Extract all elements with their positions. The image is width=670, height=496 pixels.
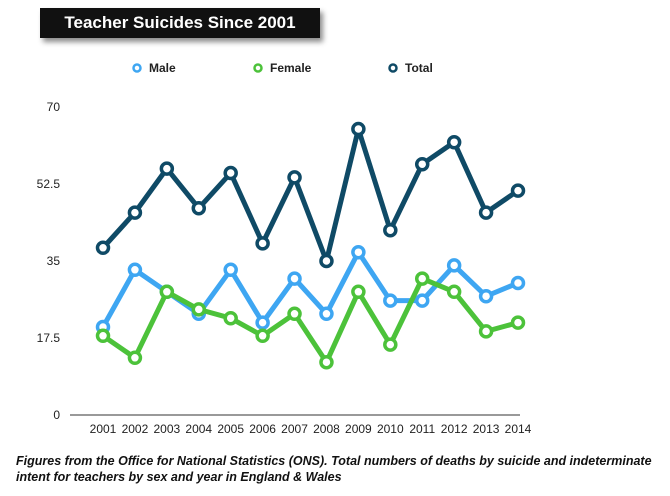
x-tick-label: 2007 <box>281 422 308 436</box>
x-tick-label: 2010 <box>377 422 404 436</box>
legend-marker <box>132 63 142 73</box>
y-tick-label: 35 <box>47 254 61 268</box>
data-point-female <box>414 271 430 286</box>
x-tick-label: 2014 <box>505 422 532 436</box>
x-tick-label: 2002 <box>122 422 149 436</box>
data-point-male <box>287 271 302 286</box>
x-tick-label: 2001 <box>90 422 117 436</box>
data-point-total <box>159 161 175 176</box>
x-tick-label: 2006 <box>249 422 276 436</box>
legend-entry: Male <box>149 61 176 75</box>
data-point-female <box>478 324 494 339</box>
data-point-total <box>414 156 430 172</box>
data-point-female <box>95 328 111 344</box>
y-tick-label: 0 <box>53 408 60 422</box>
chart-caption: Figures from the Office for National Sta… <box>16 454 652 484</box>
data-point-total <box>319 253 334 269</box>
legend-marker <box>388 63 398 73</box>
x-tick-label: 2009 <box>345 422 372 436</box>
y-tick-label: 17.5 <box>37 331 61 345</box>
data-point-male <box>414 293 430 308</box>
line-chart: 0 17.5 35 52.5 70 2001 2002 2003 2004 2005 2006 200… <box>37 61 532 436</box>
data-point-male <box>351 244 366 260</box>
data-point-male <box>255 315 270 330</box>
x-tick-label: 2011 <box>409 422 435 436</box>
data-point-female <box>159 284 175 300</box>
data-point-total <box>510 183 526 198</box>
data-point-female <box>510 315 526 330</box>
data-point-total <box>446 134 462 150</box>
legend-entry: Total <box>405 61 433 75</box>
y-tick-label: 70 <box>47 100 61 114</box>
y-tick-label: 52.5 <box>37 177 61 191</box>
data-point-female <box>383 337 398 352</box>
data-point-female <box>191 302 207 317</box>
legend-marker <box>253 63 263 73</box>
data-point-total <box>351 121 366 137</box>
x-tick-label: 2008 <box>313 422 340 436</box>
data-point-male <box>127 262 143 278</box>
data-point-female <box>446 284 462 300</box>
data-point-total <box>95 240 111 256</box>
x-tick-label: 2012 <box>441 422 468 436</box>
data-point-female <box>351 284 366 300</box>
data-point-total <box>255 236 270 251</box>
data-point-total <box>223 165 238 181</box>
chart-title: Teacher Suicides Since 2001 <box>40 8 320 38</box>
x-tick-label: 2013 <box>473 422 500 436</box>
data-point-total <box>383 222 398 238</box>
data-point-male <box>446 258 462 273</box>
data-point-male <box>319 306 334 322</box>
x-tick-label: 2003 <box>153 422 180 436</box>
data-point-male <box>383 293 398 308</box>
legend-entry: Female <box>270 61 312 75</box>
data-point-male <box>223 262 238 278</box>
x-tick-label: 2005 <box>217 422 244 436</box>
data-point-total <box>127 205 143 220</box>
data-point-female <box>255 328 270 344</box>
data-point-total <box>191 200 207 216</box>
data-point-female <box>223 310 238 326</box>
x-tick-label: 2004 <box>185 422 212 436</box>
data-point-total <box>287 170 302 185</box>
data-point-total <box>478 205 494 220</box>
data-point-female <box>287 306 302 322</box>
data-point-male <box>478 288 494 304</box>
data-point-male <box>510 275 526 291</box>
data-point-female <box>127 350 143 366</box>
data-point-female <box>319 354 334 370</box>
